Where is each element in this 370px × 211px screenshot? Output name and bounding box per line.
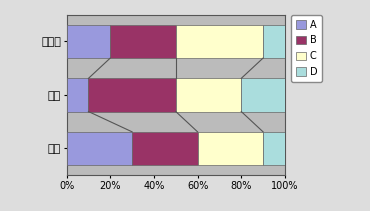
Bar bbox=[263, 132, 285, 165]
Bar bbox=[88, 78, 176, 112]
Bar bbox=[67, 78, 88, 112]
Bar bbox=[132, 132, 198, 165]
Bar bbox=[67, 25, 110, 58]
Bar bbox=[176, 25, 263, 58]
Bar bbox=[263, 25, 285, 58]
Bar bbox=[176, 78, 241, 112]
Bar bbox=[241, 78, 285, 112]
Legend: A, B, C, D: A, B, C, D bbox=[292, 15, 322, 82]
Bar bbox=[198, 132, 263, 165]
Bar bbox=[67, 132, 132, 165]
Bar bbox=[110, 25, 176, 58]
